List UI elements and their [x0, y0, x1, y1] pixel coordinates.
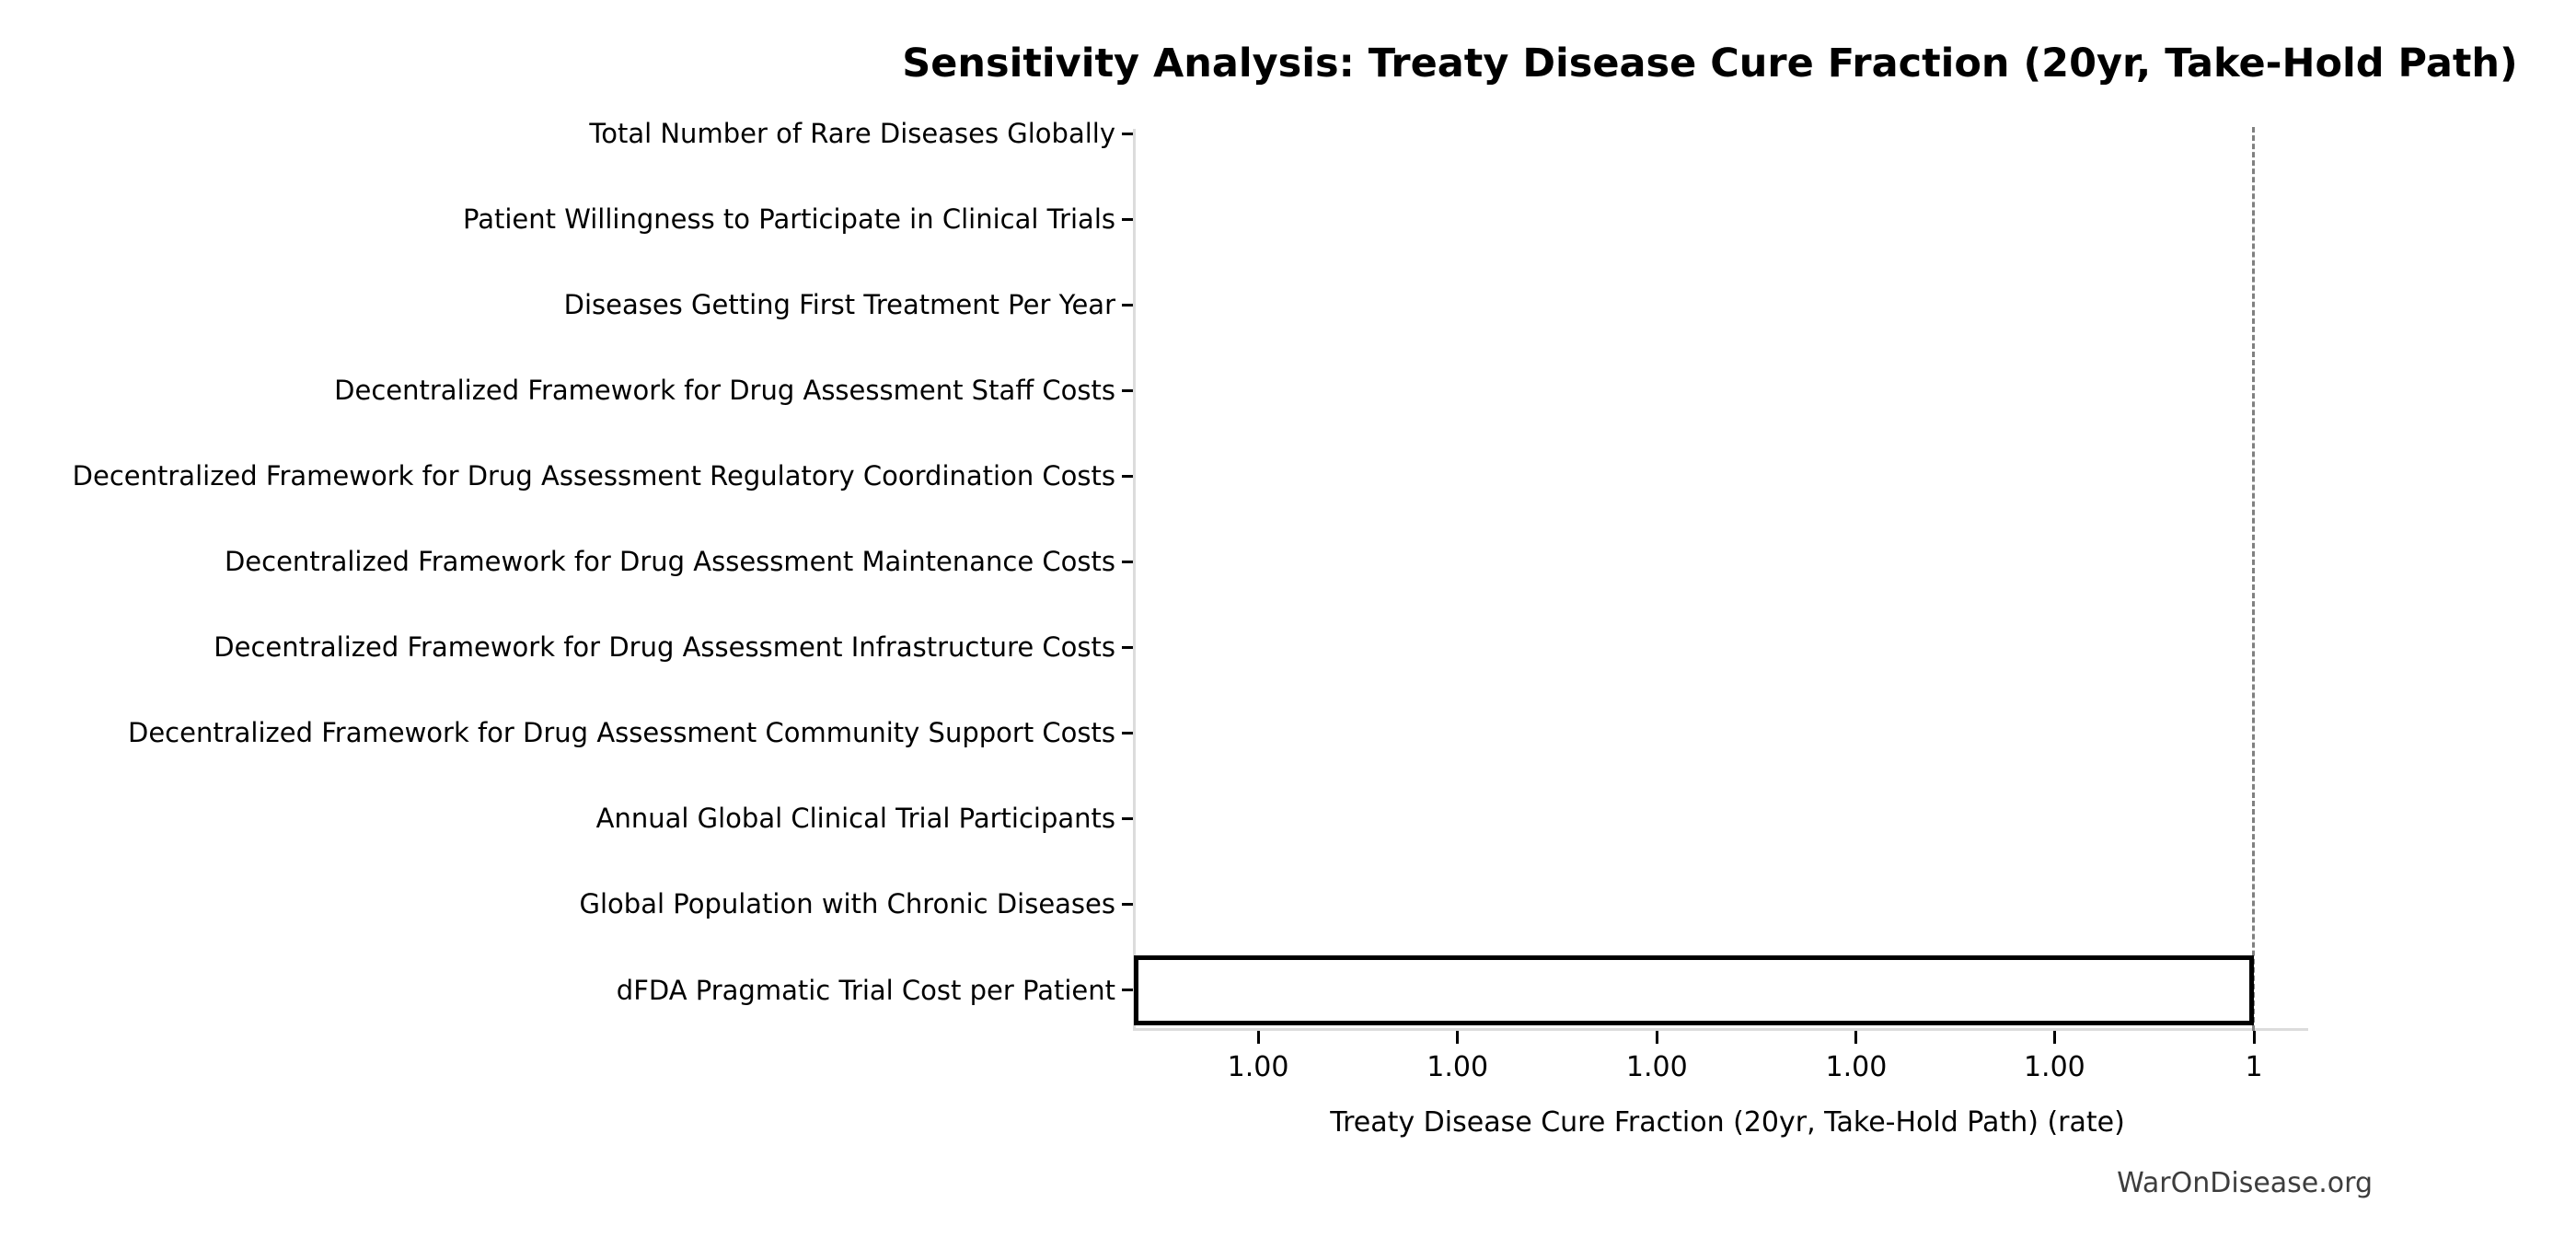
y-tick-label: Decentralized Framework for Drug Assessm… — [334, 375, 1115, 407]
y-tick-label: Decentralized Framework for Drug Assessm… — [128, 717, 1115, 749]
baseline-dashed-line — [2252, 127, 2255, 1031]
x-tick-label: 1.00 — [1825, 1051, 1888, 1083]
y-tick-label: Decentralized Framework for Drug Assessm… — [224, 546, 1115, 578]
x-tick-label: 1 — [2245, 1051, 2263, 1083]
y-tick-label: Diseases Getting First Treatment Per Yea… — [563, 289, 1115, 321]
sensitivity-bar — [1134, 954, 2254, 1025]
y-tick-label: Annual Global Clinical Trial Participant… — [595, 803, 1115, 835]
y-tick-mark — [1122, 902, 1133, 906]
y-tick-mark — [1122, 388, 1133, 392]
x-tick-label: 1.00 — [1625, 1051, 1688, 1083]
y-tick-label: Total Number of Rare Diseases Globally — [589, 118, 1115, 149]
y-tick-label: Patient Willingness to Participate in Cl… — [463, 203, 1115, 236]
x-tick-label: 1.00 — [1227, 1051, 1289, 1083]
y-tick-mark — [1122, 731, 1133, 734]
x-tick-mark — [1854, 1031, 1858, 1044]
y-tick-mark — [1122, 560, 1133, 563]
y-tick-mark — [1122, 217, 1133, 221]
y-tick-mark — [1122, 303, 1133, 306]
y-axis-spine — [1133, 129, 1136, 1031]
y-tick-mark — [1122, 645, 1133, 649]
x-axis-label: Treaty Disease Cure Fraction (20yr, Take… — [1330, 1106, 2125, 1139]
y-tick-label: Decentralized Framework for Drug Assessm… — [214, 631, 1115, 664]
x-axis-spine — [1134, 1028, 2308, 1031]
x-tick-label: 1.00 — [1427, 1051, 1489, 1083]
x-tick-mark — [2252, 1031, 2256, 1044]
watermark: WarOnDisease.org — [2117, 1167, 2373, 1199]
y-tick-mark — [1122, 132, 1133, 135]
x-tick-mark — [2052, 1031, 2056, 1044]
x-tick-mark — [1655, 1031, 1658, 1044]
y-tick-mark — [1122, 989, 1133, 991]
x-tick-label: 1.00 — [2023, 1051, 2085, 1083]
x-tick-mark — [1256, 1031, 1260, 1044]
y-tick-label: dFDA Pragmatic Trial Cost per Patient — [616, 974, 1115, 1006]
y-tick-label: Global Population with Chronic Diseases — [579, 888, 1115, 920]
y-tick-label: Decentralized Framework for Drug Assessm… — [72, 460, 1115, 492]
y-tick-mark — [1122, 474, 1133, 478]
y-tick-mark — [1122, 816, 1133, 820]
x-tick-mark — [1456, 1031, 1460, 1044]
chart-title: Sensitivity Analysis: Treaty Disease Cur… — [902, 40, 2518, 87]
